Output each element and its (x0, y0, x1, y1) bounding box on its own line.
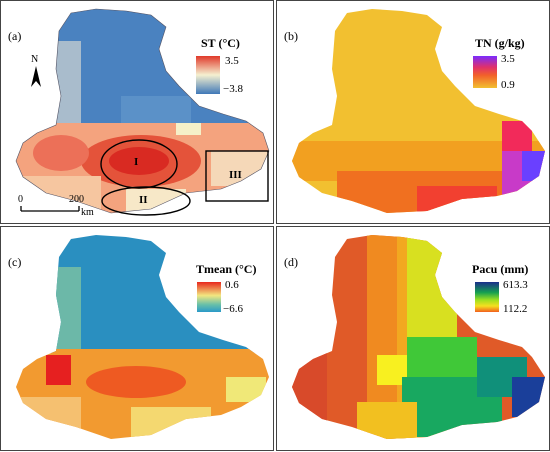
north-label: N (31, 54, 39, 65)
panel-d-pacu-map: (d) Pacu (mm) 613.3 112.2 (276, 226, 550, 451)
region-label-i: I (134, 156, 139, 168)
north-arrow-icon (31, 66, 41, 87)
panel-b-tn-map: (b) TN (g/kg) 3.5 0.9 (276, 0, 550, 224)
scale-mid: 200 (69, 194, 84, 205)
panel-label: (c) (8, 255, 22, 269)
region-label-ii: II (139, 194, 148, 206)
panel-c-tmean-map: (c) Tmean (°C) 0.6 −6.6 (0, 226, 274, 451)
legend-min: −3.8 (223, 83, 243, 95)
map-b-svg (292, 9, 545, 213)
legend-max: 0.6 (225, 279, 239, 291)
legend-title: TN (g/kg) (475, 36, 525, 50)
legend-max: 3.5 (225, 55, 239, 67)
legend-max: 3.5 (501, 53, 515, 65)
map-c-svg (16, 235, 269, 439)
legend-min: −6.6 (223, 303, 243, 315)
map-a-svg (15, 8, 270, 216)
legend-title: ST (°C) (201, 36, 240, 50)
panel-label: (d) (284, 255, 298, 269)
legend-min: 0.9 (501, 79, 515, 91)
legend-title: Pacu (mm) (472, 262, 529, 276)
legend-max: 613.3 (503, 279, 528, 291)
legend-title: Tmean (°C) (196, 262, 257, 276)
panel-label: (b) (284, 29, 298, 43)
panel-a-st-map: (a) ST (°C) 3.5 −3.8 N 0 200 km I II III (0, 0, 274, 224)
panel-label: (a) (8, 29, 22, 43)
scale-unit: km (81, 207, 94, 218)
legend-min: 112.2 (503, 303, 528, 315)
map-d-svg (292, 235, 545, 439)
region-label-iii: III (229, 169, 242, 181)
scale-start: 0 (18, 194, 23, 205)
